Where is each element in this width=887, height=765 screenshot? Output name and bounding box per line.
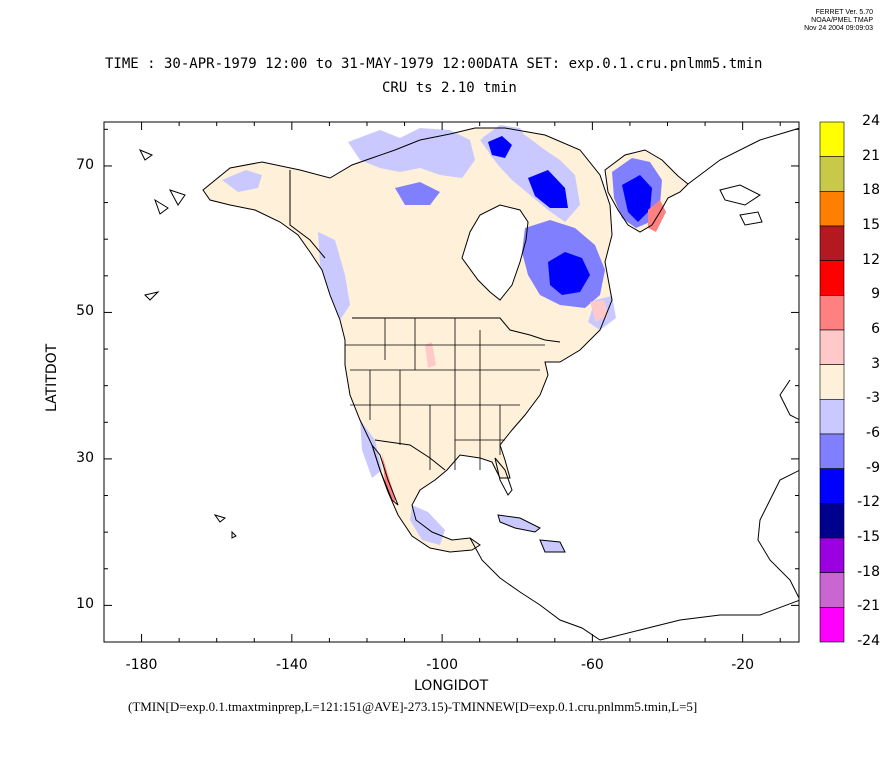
- greenland-cold-core: [622, 175, 652, 222]
- baffin-cold: [528, 170, 568, 208]
- colorbar-swatch: [819, 607, 845, 643]
- arctic-islands: [348, 128, 475, 178]
- colorbar-swatch: [819, 572, 845, 608]
- hudson-bay: [462, 205, 528, 300]
- colorbar-label: -3: [866, 390, 880, 407]
- plot-frame: [103, 121, 800, 643]
- colorbar-swatch: [819, 329, 845, 365]
- colorbar-label: -15: [857, 529, 880, 545]
- map-layer: [138, 125, 799, 641]
- cuba: [498, 515, 540, 532]
- colorbar-label: -6: [866, 425, 880, 441]
- baja-cold: [360, 420, 382, 478]
- state-lines: [345, 318, 545, 470]
- mexico-cold: [410, 505, 445, 545]
- ferret-version: FERRET Ver. 5.70: [815, 9, 873, 16]
- plains-warm: [425, 342, 436, 368]
- y-tick-label: 70: [76, 156, 94, 173]
- arctic-cold-patch: [395, 182, 440, 205]
- x-tick-label: -100: [426, 657, 458, 673]
- footer-expression: (TMIN[D=exp.0.1.tmaxtminprep,L=121:151@A…: [128, 699, 698, 714]
- europe-coast: [779, 379, 799, 421]
- africa-coast: [757, 469, 799, 600]
- lab-name: NOAA/PMEL TMAP: [811, 17, 873, 24]
- colorbar-label: 6: [871, 321, 880, 337]
- y-axis-ticks: [104, 128, 799, 606]
- colorbar-label: 21: [862, 147, 880, 164]
- x-tick-label: -140: [275, 657, 308, 673]
- labrador-warm: [590, 300, 608, 322]
- colorbar-swatch: [819, 433, 845, 469]
- colorbar-label: -18: [857, 563, 880, 580]
- island-outlines: [138, 149, 763, 553]
- colorbar-swatch: [819, 260, 845, 296]
- y-tick-label: 10: [76, 596, 94, 613]
- colorbar-swatch: [819, 364, 845, 400]
- timestamp: Nov 24 2004 09:09:03: [804, 25, 873, 32]
- colorbar-label: -9: [866, 459, 880, 476]
- colorbar-swatch: [819, 537, 845, 573]
- x-tick-label: -180: [125, 657, 158, 673]
- plot-subtitle: CRU ts 2.10 tmin: [382, 80, 517, 96]
- colorbar-swatch: [819, 468, 845, 504]
- south-america-coast: [599, 599, 799, 641]
- colorbar-label: 9: [871, 286, 880, 303]
- y-axis-label: LATITDOT: [44, 343, 60, 412]
- us-canada-border: [352, 317, 561, 343]
- hispaniola: [540, 540, 565, 552]
- hudson-bay-coastline: [461, 204, 529, 301]
- rockies-cold: [318, 232, 350, 320]
- florida-coastline: [494, 457, 513, 496]
- colorbar-label: -21: [857, 598, 880, 615]
- colorbar-swatch: [819, 191, 845, 227]
- colorbar-swatch: [819, 225, 845, 261]
- colorbar-swatch: [819, 295, 845, 331]
- alaska-border: [289, 170, 326, 259]
- alaska-cold: [222, 170, 262, 192]
- colorbar-label: -12: [857, 494, 880, 511]
- y-tick-label: 50: [76, 303, 94, 320]
- baja-coastline: [371, 444, 399, 506]
- x-axis-ticks: [141, 122, 781, 642]
- colorbar-swatch: [819, 121, 845, 157]
- colorbar-swatch: [819, 503, 845, 539]
- colorbar-swatch: [819, 156, 845, 192]
- y-tick-label: 30: [76, 449, 94, 466]
- colorbar: [819, 121, 845, 643]
- x-tick-label: -60: [580, 657, 604, 673]
- central-america-coast: [469, 537, 601, 641]
- x-axis-label: LONGIDOT: [414, 678, 489, 694]
- plot-title-time: TIME : 30-APR-1979 12:00 to 31-MAY-1979 …: [105, 56, 763, 72]
- greenland-coastline: [604, 127, 799, 233]
- x-tick-label: -20: [731, 657, 755, 673]
- colorbar-label: 3: [871, 355, 880, 372]
- quebec-cold-core: [548, 252, 590, 295]
- colorbar-swatch: [819, 399, 845, 435]
- mexico-border: [374, 439, 446, 471]
- ellesmere-cold: [488, 136, 512, 158]
- colorbar-label: 18: [862, 182, 880, 199]
- colorbar-label: 15: [862, 217, 880, 233]
- colorbar-label: 12: [862, 251, 880, 268]
- colorbar-label: -24: [857, 633, 880, 649]
- colorbar-label: 24: [862, 113, 880, 129]
